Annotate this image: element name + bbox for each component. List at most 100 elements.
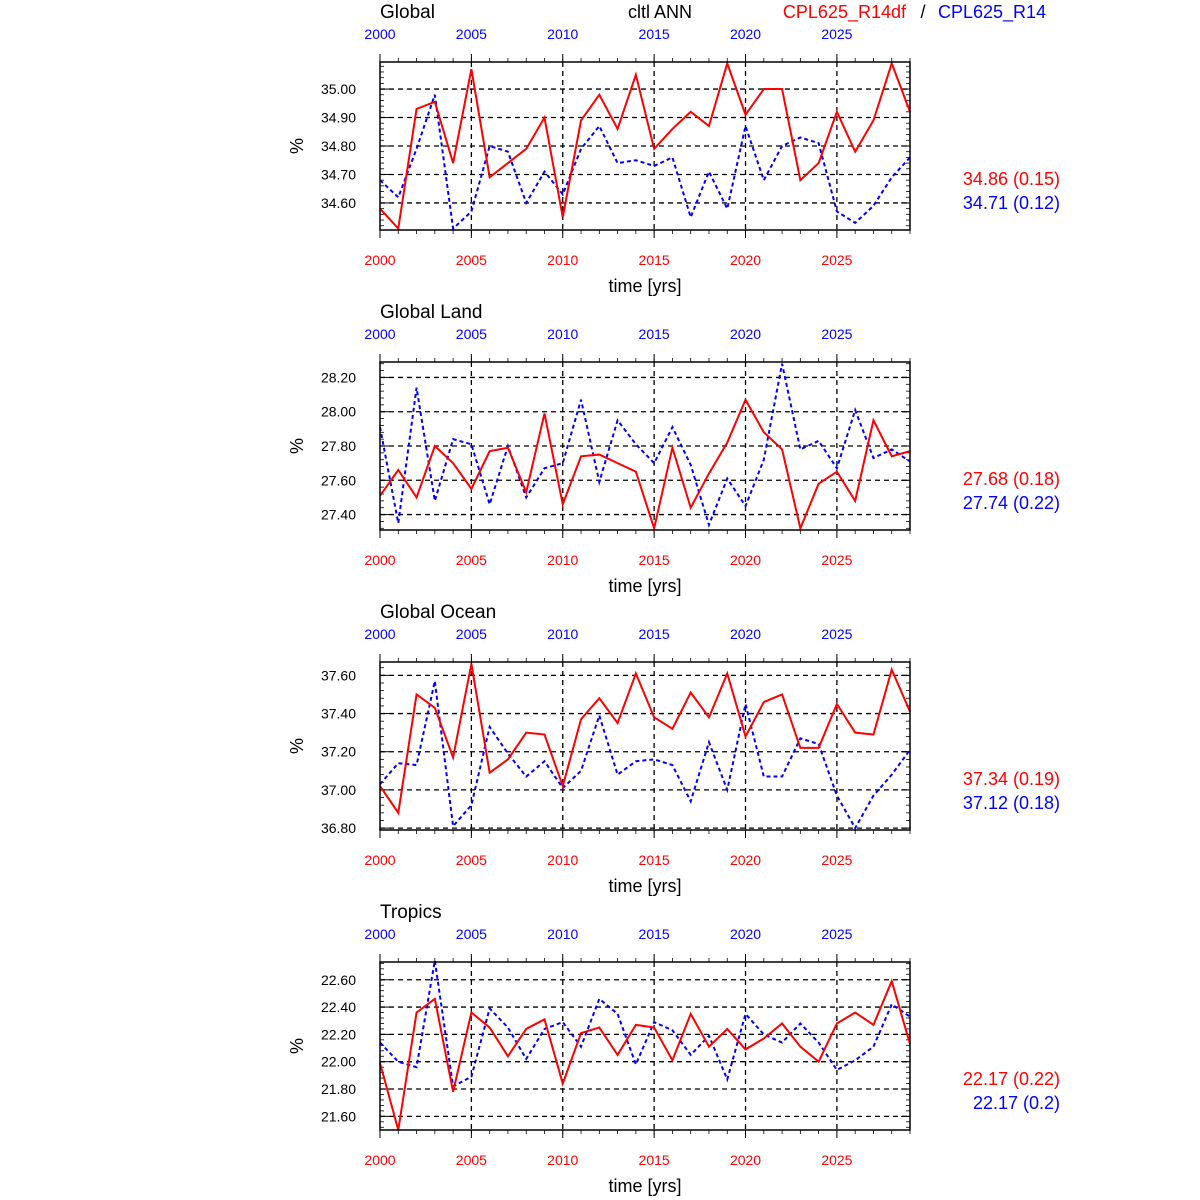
x-tick-label-top: 2010	[547, 326, 578, 342]
x-tick-label-bottom: 2010	[547, 1152, 578, 1168]
header-center-title: cltl ANN	[628, 2, 692, 22]
stat-case2: 27.74 (0.22)	[963, 493, 1060, 513]
panel-tropics: Tropics 21.60 21.80 22.00 22.20 22.40 22.60 200…	[287, 902, 1060, 1196]
panel-global: Global 34.60 34.70 34.80 34.90 35.00 2000 2000 2…	[287, 2, 1060, 296]
x-tick-label-bottom: 2005	[456, 852, 487, 868]
panel-global-ocean: Global Ocean 36.80 37.00 37.20 37.40 37.60 200…	[287, 602, 1060, 896]
x-tick-label-bottom: 2005	[456, 552, 487, 568]
series-line-cpl625_r14	[379, 363, 911, 528]
stat-case1: 37.34 (0.19)	[963, 769, 1060, 789]
series-line-cpl625_r14df	[379, 978, 911, 1131]
y-tick-label: 34.90	[321, 110, 356, 126]
x-axis-label: time [yrs]	[608, 1176, 681, 1196]
x-tick-label-bottom: 2025	[821, 552, 852, 568]
y-tick-label: 28.20	[321, 369, 356, 385]
panel-title: Global	[380, 2, 435, 23]
x-tick-label-bottom: 2010	[547, 552, 578, 568]
x-tick-label-bottom: 2020	[730, 852, 761, 868]
y-axis-label: %	[287, 1038, 307, 1054]
y-tick-label: 28.00	[321, 404, 356, 420]
x-tick-label-top: 2000	[364, 626, 395, 642]
y-tick-label: 22.20	[321, 1026, 356, 1042]
y-tick-label: 21.80	[321, 1081, 356, 1097]
panel-title: Global Ocean	[380, 602, 496, 623]
x-tick-label-bottom: 2010	[547, 852, 578, 868]
x-tick-label-top: 2020	[730, 326, 761, 342]
legend-case1-label: CPL625_R14df	[783, 2, 907, 23]
x-tick-label-bottom: 2020	[730, 1152, 761, 1168]
stat-case2: 34.71 (0.12)	[963, 193, 1060, 213]
x-tick-label-top: 2000	[364, 26, 395, 42]
x-tick-label-top: 2005	[456, 326, 487, 342]
x-tick-label-bottom: 2000	[364, 552, 395, 568]
y-tick-label: 34.70	[321, 166, 356, 182]
x-tick-label-bottom: 2015	[639, 252, 670, 268]
y-tick-label: 27.40	[321, 507, 356, 523]
plot-frame	[379, 661, 911, 831]
plot-frame	[379, 61, 911, 231]
x-tick-label-top: 2005	[456, 926, 487, 942]
panel-global-land: Global Land 27.40 27.60 27.80 28.00 28.20 2000…	[287, 302, 1060, 596]
x-tick-label-bottom: 2025	[821, 852, 852, 868]
panel-title: Tropics	[380, 902, 442, 923]
x-tick-label-bottom: 2005	[456, 1152, 487, 1168]
x-tick-label-top: 2005	[456, 626, 487, 642]
x-tick-label-top: 2025	[821, 626, 852, 642]
y-tick-label: 27.80	[321, 438, 356, 454]
x-tick-label-top: 2010	[547, 26, 578, 42]
series-line-cpl625_r14	[379, 960, 911, 1088]
stat-case2: 37.12 (0.18)	[963, 793, 1060, 813]
x-tick-label-top: 2015	[639, 626, 670, 642]
y-tick-label: 35.00	[321, 81, 356, 97]
series-line-cpl625_r14	[379, 680, 911, 831]
y-tick-label: 36.80	[321, 820, 356, 836]
x-tick-label-top: 2020	[730, 926, 761, 942]
y-axis-label: %	[287, 138, 307, 154]
series-line-cpl625_r14df	[379, 397, 911, 533]
x-tick-label-bottom: 2015	[639, 1152, 670, 1168]
x-axis-label: time [yrs]	[608, 276, 681, 296]
stat-case2: 22.17 (0.2)	[973, 1093, 1060, 1113]
y-tick-label: 22.60	[321, 972, 356, 988]
x-axis-label: time [yrs]	[608, 876, 681, 896]
x-tick-label-bottom: 2015	[639, 552, 670, 568]
series-line-cpl625_r14df	[379, 663, 911, 816]
x-tick-label-top: 2000	[364, 326, 395, 342]
y-tick-label: 37.20	[321, 744, 356, 760]
y-axis-label: %	[287, 438, 307, 454]
series-line-cpl625_r14df	[379, 60, 911, 231]
x-tick-label-bottom: 2005	[456, 252, 487, 268]
x-tick-label-bottom: 2020	[730, 252, 761, 268]
stat-case1: 22.17 (0.22)	[963, 1069, 1060, 1089]
x-tick-label-top: 2010	[547, 926, 578, 942]
y-axis-label: %	[287, 738, 307, 754]
x-tick-label-top: 2005	[456, 26, 487, 42]
x-tick-label-top: 2000	[364, 926, 395, 942]
plot-frame	[379, 961, 911, 1131]
y-tick-label: 37.00	[321, 782, 356, 798]
x-tick-label-top: 2020	[730, 26, 761, 42]
x-tick-label-bottom: 2025	[821, 1152, 852, 1168]
y-tick-label: 22.40	[321, 999, 356, 1015]
panel-title: Global Land	[380, 302, 482, 323]
x-tick-label-top: 2015	[639, 26, 670, 42]
x-tick-label-bottom: 2010	[547, 252, 578, 268]
legend-separator: /	[920, 2, 925, 22]
stat-case1: 34.86 (0.15)	[963, 169, 1060, 189]
x-tick-label-top: 2020	[730, 626, 761, 642]
x-tick-label-top: 2025	[821, 926, 852, 942]
y-tick-label: 27.60	[321, 472, 356, 488]
y-tick-label: 34.60	[321, 195, 356, 211]
x-tick-label-bottom: 2020	[730, 552, 761, 568]
y-tick-label: 21.60	[321, 1108, 356, 1124]
x-tick-label-bottom: 2000	[364, 852, 395, 868]
x-tick-label-top: 2015	[639, 926, 670, 942]
y-tick-label: 37.40	[321, 706, 356, 722]
x-tick-label-top: 2010	[547, 626, 578, 642]
x-tick-label-top: 2025	[821, 326, 852, 342]
x-tick-label-bottom: 2000	[364, 1152, 395, 1168]
plot-frame	[379, 361, 911, 531]
y-tick-label: 37.60	[321, 667, 356, 683]
x-tick-label-bottom: 2015	[639, 852, 670, 868]
